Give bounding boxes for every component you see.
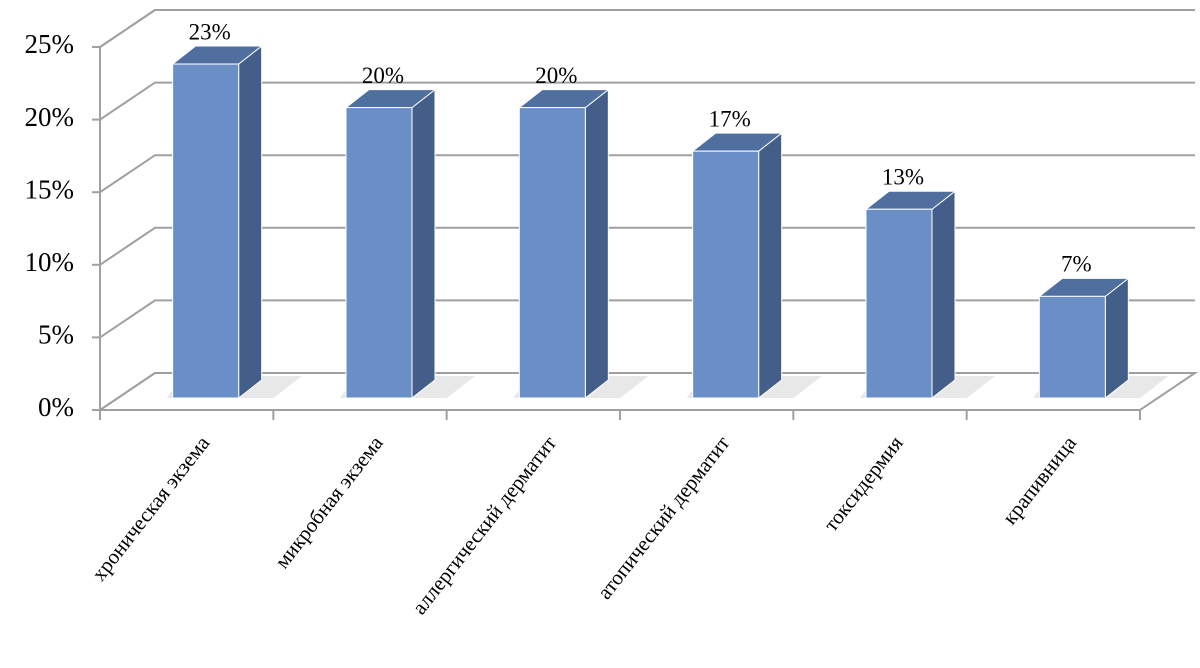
bar-front — [518, 107, 586, 399]
value-label: 20% — [535, 63, 577, 88]
grid-line — [99, 9, 1195, 48]
bar-front — [692, 150, 760, 399]
bar-side — [238, 45, 263, 400]
bar-side — [584, 88, 609, 400]
y-tick-label: 20% — [25, 102, 75, 132]
grid-line — [99, 226, 1195, 266]
value-label: 13% — [882, 165, 924, 190]
x-tick-label: хроническая экзема — [87, 431, 215, 586]
bar-front — [172, 63, 240, 399]
y-tick-label: 25% — [25, 29, 75, 59]
grid-line — [99, 154, 1195, 194]
value-label: 20% — [362, 63, 404, 88]
bar — [340, 88, 475, 400]
x-tick-label: токсидермия — [819, 431, 908, 536]
bar — [686, 132, 822, 400]
grid-line — [99, 299, 1195, 339]
bar-front — [345, 107, 413, 399]
grid-line — [99, 81, 1195, 121]
bar — [860, 190, 995, 400]
grid-line — [99, 372, 1195, 411]
y-axis — [99, 9, 156, 410]
bar-side — [411, 88, 436, 400]
y-tick-label: 10% — [25, 247, 75, 277]
y-tick-label: 5% — [38, 320, 74, 350]
x-tick-label: крапивница — [997, 431, 1081, 529]
value-label: 17% — [709, 106, 751, 131]
bar — [1033, 277, 1169, 400]
y-tick-label: 15% — [25, 174, 75, 204]
value-label: 23% — [189, 19, 231, 44]
bar-side — [1104, 277, 1129, 400]
x-tick-label: аллергический дерматит — [407, 431, 561, 619]
bar-front — [1038, 295, 1106, 399]
bar — [513, 88, 649, 400]
value-label: 7% — [1061, 252, 1092, 277]
bar-side — [931, 190, 956, 400]
x-tick-label: атопический дерматит — [592, 431, 734, 603]
y-tick-label: 0% — [38, 392, 74, 422]
bar — [166, 45, 302, 400]
x-tick-label: микробная экзема — [270, 431, 388, 573]
bar-side — [758, 132, 783, 400]
bar-front — [865, 208, 933, 399]
